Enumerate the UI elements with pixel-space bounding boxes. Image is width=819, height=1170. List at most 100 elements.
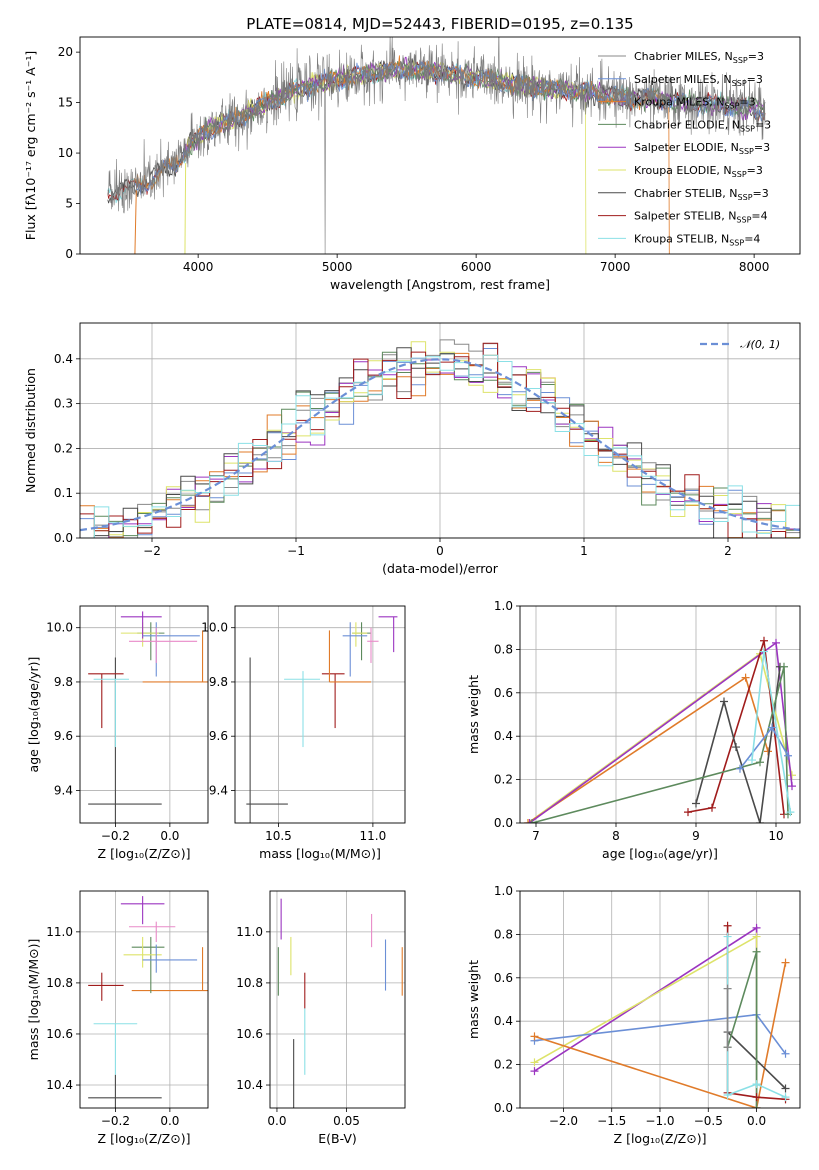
legend-text: Salpeter ELODIE, N bbox=[634, 141, 739, 154]
series-chabrier-elodie bbox=[726, 951, 758, 1108]
y-tick-label: 20 bbox=[58, 45, 73, 59]
point-marker bbox=[530, 1032, 539, 1041]
legend-text: Kroupa STELIB, N bbox=[634, 232, 729, 245]
x-axis-label: wavelength [Angstrom, rest frame] bbox=[330, 277, 550, 292]
point-marker bbox=[781, 958, 790, 967]
point-marker bbox=[748, 756, 756, 765]
panel-age-Z: −0.2 0.0 9.4 9.6 9.8 10.0 Z [log₁₀(Z/Z⊙)] age [… bbox=[26, 605, 209, 861]
panel-mass-Z: −0.2 0.0 10.4 10.6 10.8 11.0 Z [log₁₀(Z/Z⊙)] ma… bbox=[26, 890, 209, 1146]
legend-sub: SSP bbox=[733, 56, 748, 65]
point-marker bbox=[528, 819, 536, 823]
y-tick-label: 10.8 bbox=[46, 976, 73, 990]
x-tick-label: 7000 bbox=[600, 260, 631, 274]
x-tick-label: −0.2 bbox=[101, 829, 130, 843]
legend-label: Kroupa MILES, NSSP=3 bbox=[634, 96, 756, 111]
point-marker bbox=[781, 1093, 790, 1102]
y-tick-label: 0.0 bbox=[54, 531, 73, 545]
x-axis-label: age [log₁₀(age/yr)] bbox=[602, 846, 718, 861]
point-marker bbox=[752, 947, 761, 956]
point-marker bbox=[752, 1093, 761, 1102]
x-axis-label: E(B-V) bbox=[318, 1131, 357, 1146]
y-tick-label: 15 bbox=[58, 96, 73, 110]
panel-residuals: −2 −1 0 1 2 0.0 0.1 0.2 0.3 0.4 (data-model)/error… bbox=[23, 322, 801, 576]
x-tick-label: 1 bbox=[580, 544, 588, 558]
x-tick-label: 10 bbox=[768, 829, 783, 843]
y-tick-label: 10.8 bbox=[236, 976, 263, 990]
point-marker bbox=[781, 1084, 790, 1093]
y-tick-label: 0.0 bbox=[494, 1101, 513, 1115]
y-tick-label: 11.0 bbox=[46, 925, 73, 939]
plot-area bbox=[80, 891, 208, 1108]
point-marker bbox=[723, 932, 732, 941]
legend-val: =3 bbox=[748, 50, 764, 63]
x-axis-label: Z [log₁₀(Z/Z⊙)] bbox=[614, 1131, 707, 1146]
point-marker bbox=[772, 638, 780, 647]
y-tick-label: 0.6 bbox=[494, 686, 513, 700]
y-axis-label: Flux [fλ10⁻¹⁷ erg cm⁻² s⁻¹ A⁻¹] bbox=[23, 51, 38, 240]
y-tick-label: 10.0 bbox=[46, 621, 73, 635]
panel-age-mass: 10.5 11.0 9.4 9.6 9.8 10.0 mass [log₁₀(M/M⊙)] bbox=[201, 605, 406, 861]
plot-area bbox=[520, 606, 800, 823]
y-axis-label: mass weight bbox=[466, 960, 481, 1039]
point-marker bbox=[524, 819, 532, 823]
x-axis-label: Z [log₁₀(Z/Z⊙)] bbox=[98, 846, 191, 861]
legend-val: =3 bbox=[755, 118, 771, 131]
series-kroupa-miles bbox=[527, 676, 769, 823]
point-marker bbox=[764, 747, 772, 756]
x-tick-label: −0.5 bbox=[694, 1114, 723, 1128]
y-tick-label: 0.2 bbox=[494, 773, 513, 787]
legend-val: =3 bbox=[754, 141, 770, 154]
point-marker bbox=[723, 921, 732, 930]
point-marker bbox=[752, 923, 761, 932]
x-tick-label: 9 bbox=[692, 829, 700, 843]
y-tick-label: 1.0 bbox=[494, 884, 513, 898]
x-tick-label: 8000 bbox=[739, 260, 770, 274]
hist-kroupa-stelib bbox=[80, 354, 800, 538]
point-marker bbox=[525, 819, 534, 823]
legend-val: =3 bbox=[739, 96, 755, 109]
point-marker bbox=[756, 758, 764, 767]
point-marker bbox=[786, 808, 795, 817]
y-tick-label: 10.4 bbox=[236, 1078, 263, 1092]
legend-sub: SSP bbox=[740, 124, 755, 133]
x-tick-label: 0.05 bbox=[333, 1114, 360, 1128]
hist-chabrier-miles bbox=[80, 339, 800, 538]
x-tick-label: 11.0 bbox=[360, 829, 387, 843]
point-marker bbox=[736, 764, 744, 773]
y-tick-label: 9.8 bbox=[209, 675, 228, 689]
x-tick-label: −1 bbox=[287, 544, 305, 558]
axes-frame bbox=[234, 605, 406, 824]
plot-area bbox=[270, 891, 405, 1108]
y-tick-label: 10.4 bbox=[46, 1078, 73, 1092]
y-tick-label: 0.3 bbox=[54, 397, 73, 411]
x-tick-label: −0.2 bbox=[101, 1114, 130, 1128]
axes-frame bbox=[519, 605, 801, 824]
y-axis-label: Normed distribution bbox=[23, 368, 38, 493]
series-edge bbox=[184, 163, 187, 254]
x-axis-label: mass [log₁₀(M/M⊙)] bbox=[259, 846, 381, 861]
axes-frame bbox=[79, 605, 209, 824]
series-kroupa-elodie bbox=[534, 935, 758, 1108]
legend-text: Kroupa MILES, N bbox=[634, 96, 724, 109]
x-tick-label: 0.0 bbox=[160, 829, 179, 843]
series-chabrier-elodie bbox=[531, 666, 789, 823]
point-marker bbox=[723, 1043, 732, 1052]
x-tick-label: 2 bbox=[724, 544, 732, 558]
x-tick-label: 10.5 bbox=[265, 829, 292, 843]
axes-frame bbox=[79, 322, 801, 539]
axes-frame bbox=[79, 36, 801, 255]
axes-frame bbox=[79, 890, 209, 1109]
y-tick-label: 0.2 bbox=[54, 441, 73, 455]
point-marker bbox=[752, 1080, 761, 1089]
x-tick-label: −2.0 bbox=[549, 1114, 578, 1128]
y-axis-label: mass [log₁₀(M/M⊙)] bbox=[26, 939, 41, 1061]
y-tick-label: 0.4 bbox=[54, 352, 73, 366]
x-tick-label: −1.0 bbox=[645, 1114, 674, 1128]
y-tick-label: 9.8 bbox=[54, 675, 73, 689]
point-marker bbox=[723, 1090, 732, 1099]
point-marker bbox=[788, 771, 796, 780]
point-marker bbox=[760, 636, 768, 645]
y-tick-label: 10.0 bbox=[201, 621, 228, 635]
legend-val: =4 bbox=[751, 210, 767, 223]
